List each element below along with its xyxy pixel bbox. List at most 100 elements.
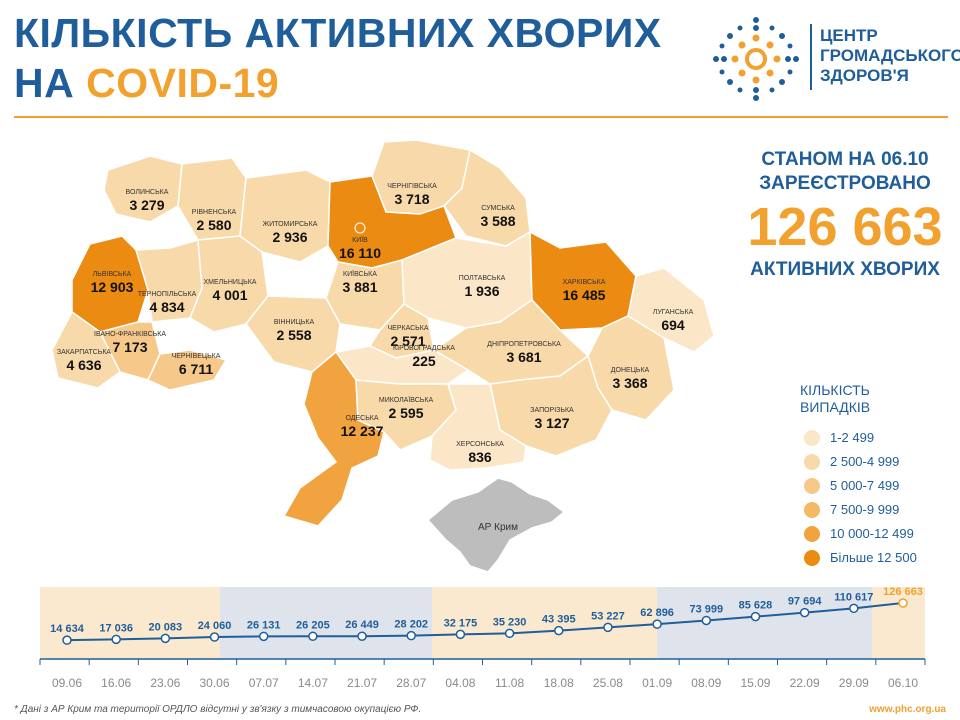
x-tick-label: 22.09: [790, 676, 820, 690]
region-name: ХМЕЛЬНИЦЬКА: [204, 279, 257, 286]
data-point: [258, 631, 269, 642]
x-tick-label: 04.08: [445, 676, 475, 690]
data-label: 97 694: [788, 596, 823, 608]
region-name: ЛЬВІВСЬКА: [93, 271, 132, 278]
data-point: [898, 598, 908, 608]
data-label: 14 634: [50, 623, 85, 635]
region-value: 12 237: [341, 423, 384, 439]
region-shape: [103, 155, 183, 223]
title-line-1: КІЛЬКІСТЬ АКТИВНИХ ХВОРИХ: [14, 10, 662, 56]
summary-registered: ЗАРЕЄСТРОВАНО: [759, 173, 931, 194]
region-shape: [51, 310, 121, 389]
region-name: ВОЛИНСЬКА: [126, 189, 169, 196]
region-shape: [245, 295, 341, 373]
data-point: [455, 629, 466, 640]
data-point: [603, 622, 613, 633]
x-tick-label: 06.10: [888, 676, 918, 690]
x-tick-label: 30.06: [200, 676, 230, 690]
legend-label: 1-2 499: [830, 430, 875, 445]
region-value: 3 279: [129, 197, 164, 213]
website-link[interactable]: www.phc.org.ua: [869, 704, 946, 715]
data-label: 32 175: [444, 617, 478, 629]
data-point: [799, 607, 810, 618]
x-tick-label: 14.07: [298, 676, 328, 690]
legend-title-line-2: ВИПАДКІВ: [800, 399, 871, 415]
data-point: [652, 619, 662, 629]
phc-logo: ЦЕНТР ГРОМАДСЬКОГО ЗДОРОВ'Я: [708, 14, 960, 104]
legend-title-line-1: КІЛЬКІСТЬ: [800, 382, 870, 398]
data-label: 126 663: [883, 586, 923, 598]
data-label: 73 999: [689, 603, 723, 615]
header-divider: [14, 116, 948, 118]
logo-divider: [810, 24, 812, 90]
region-value: 3 588: [480, 213, 515, 229]
timeline-chart: 14 634 17 036 20 083 24 060 26 131 26 205 26 4…: [39, 586, 926, 690]
region-value: 3 881: [342, 279, 377, 295]
x-tick-label: 18.08: [544, 676, 574, 690]
region-value: 836: [468, 449, 492, 465]
month-band: [220, 587, 432, 659]
region-value: 3 368: [612, 375, 647, 391]
region-name: КИЇВСЬКА: [343, 270, 377, 278]
x-tick-label: 08.09: [691, 676, 721, 690]
region-name: ХЕРСОНСЬКА: [456, 441, 504, 448]
crimea-label: АР Крим: [478, 522, 518, 533]
summary-box: СТАНОМ НА 06.10 ЗАРЕЄСТРОВАНО 126 663 АК…: [740, 148, 950, 282]
x-tick-label: 09.06: [52, 676, 82, 690]
data-point: [308, 631, 318, 642]
region-value: 2 558: [276, 327, 311, 343]
logo-text: ЦЕНТР ГРОМАДСЬКОГО ЗДОРОВ'Я: [820, 26, 960, 86]
title-line-2: НА COVID-19: [14, 58, 662, 108]
summary-caption: АКТИВНИХ ХВОРИХ: [750, 259, 940, 280]
title-accent: COVID-19: [86, 60, 280, 106]
data-point: [504, 628, 515, 639]
data-point: [160, 633, 171, 644]
data-point: [750, 611, 761, 622]
series-line: [66, 602, 904, 642]
data-label: 26 131: [247, 619, 281, 631]
region-value: 16 485: [563, 287, 606, 303]
region-name: РІВНЕНСЬКА: [192, 209, 237, 216]
data-point: [209, 632, 220, 642]
region-shape: [627, 267, 715, 353]
x-tick-label: 07.07: [249, 676, 279, 690]
region-name: КІРОВОГРАДСЬКА: [393, 345, 455, 352]
logo-mark-icon: [713, 17, 799, 101]
region-name: МИКОЛАЇВСЬКА: [379, 396, 434, 404]
legend-swatch: [804, 454, 820, 470]
region-name: ПОЛТАВСЬКА: [459, 275, 506, 282]
region-name: ЛУГАНСЬКА: [653, 309, 694, 316]
data-point: [62, 635, 72, 645]
region-name: СУМСЬКА: [481, 205, 515, 212]
data-point: [357, 631, 367, 641]
x-tick-label: 23.06: [150, 676, 180, 690]
region-value: 3 127: [534, 415, 569, 431]
region-name: ДОНЕЦЬКА: [611, 367, 650, 374]
region-value: 6 711: [179, 361, 213, 377]
region-value: 3 681: [506, 349, 541, 365]
data-label: 62 896: [640, 607, 674, 619]
map-legend: КІЛЬКІСТЬ ВИПАДКІВ 1-2 499 2 500-4 999 5…: [800, 382, 917, 566]
x-tick-label: 15.09: [740, 676, 770, 690]
x-tick-label: 21.07: [347, 676, 377, 690]
data-label: 28 202: [394, 619, 428, 631]
crimea-shape: [426, 477, 566, 573]
x-tick-label: 11.08: [495, 676, 524, 690]
region-shape: [429, 383, 527, 471]
data-label: 43 395: [542, 614, 576, 626]
legend-label: 7 500-9 999: [830, 502, 900, 517]
legend-title: КІЛЬКІСТЬ ВИПАДКІВ: [800, 382, 890, 416]
x-tick-label: 16.06: [101, 676, 131, 690]
legend-swatch: [804, 430, 820, 446]
x-tick-label: 28.07: [396, 676, 426, 690]
region-name: ДНІПРОПЕТРОВСЬКА: [487, 341, 561, 348]
x-tick-label: 25.08: [593, 676, 623, 690]
region-value: 4 001: [212, 287, 247, 303]
data-label: 35 230: [493, 616, 527, 628]
month-band: [432, 587, 657, 659]
kyiv-dot: [354, 222, 366, 234]
region-name: ВІННИЦЬКА: [274, 319, 315, 326]
region-value: 12 903: [91, 279, 134, 295]
region-name: ЖИТОМИРСЬКА: [263, 221, 318, 228]
